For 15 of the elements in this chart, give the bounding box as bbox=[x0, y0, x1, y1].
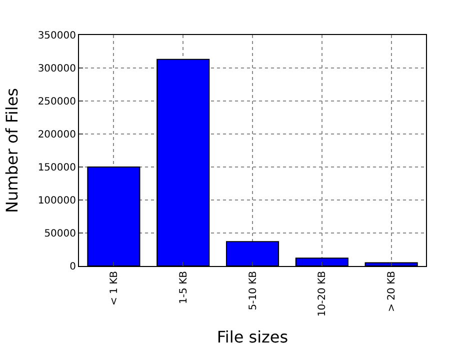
x-tick-label: < 1 KB bbox=[108, 270, 120, 306]
x-tick-label: > 20 KB bbox=[386, 270, 398, 312]
y-tick-label: 100000 bbox=[38, 196, 76, 206]
y-tick-label: 0 bbox=[70, 262, 76, 272]
y-tick-label: 150000 bbox=[38, 162, 76, 174]
x-tick-label: 5-10 KB bbox=[248, 270, 259, 310]
y-tick-label: 300000 bbox=[38, 64, 76, 74]
x-tick-label: 10-20 KB bbox=[317, 270, 328, 317]
y-axis-title: Number of Files bbox=[2, 88, 22, 213]
x-axis-title: File sizes bbox=[216, 327, 288, 346]
x-tick-label: 1-5 KB bbox=[178, 270, 190, 304]
y-tick-label: 200000 bbox=[38, 130, 76, 140]
y-tick-label: 350000 bbox=[38, 30, 76, 42]
y-tick-label: 50000 bbox=[44, 228, 76, 240]
y-tick-label: 250000 bbox=[38, 96, 76, 108]
